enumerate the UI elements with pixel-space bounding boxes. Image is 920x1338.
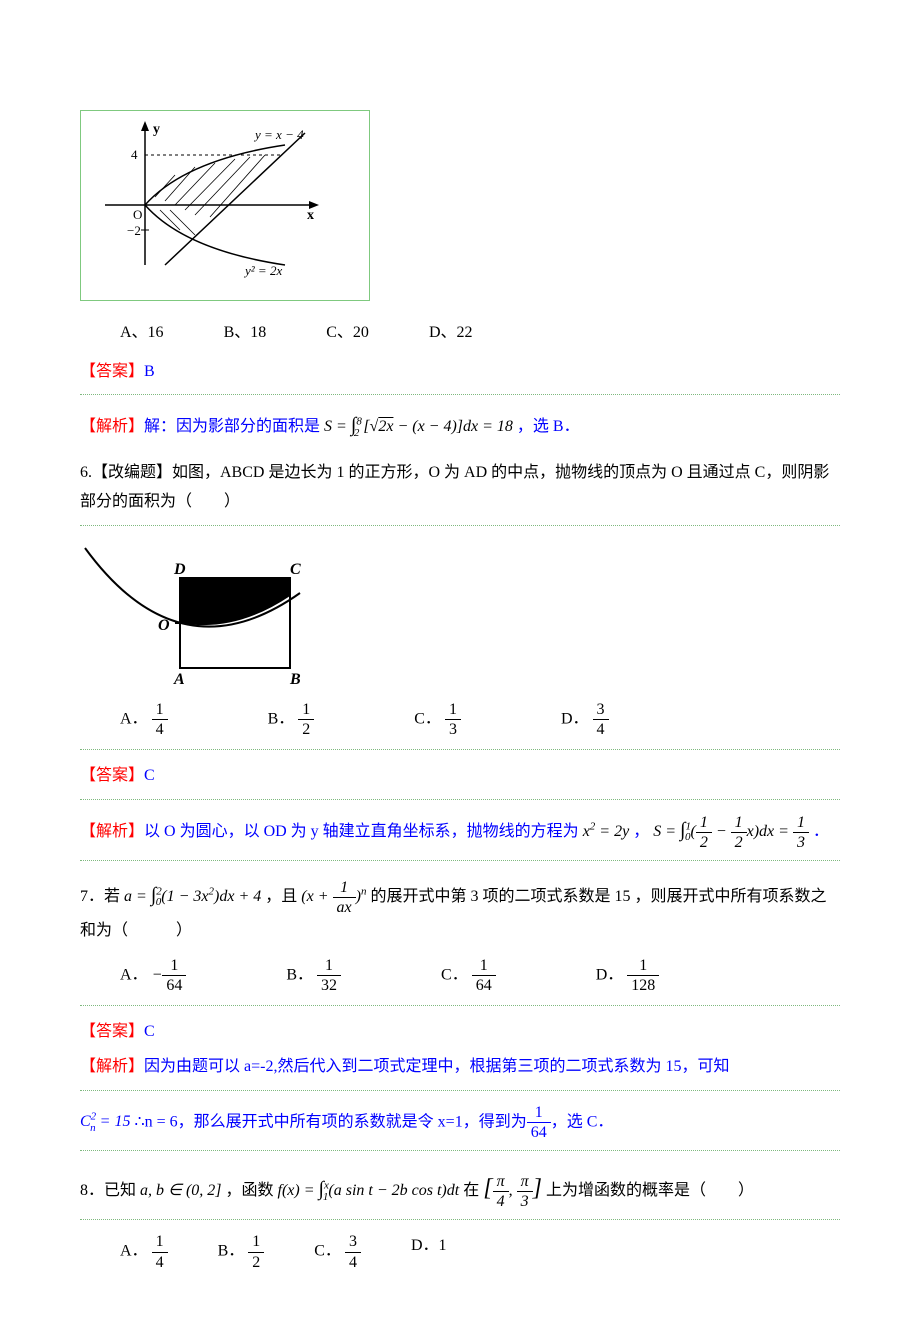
- q7-option-b: B． 132: [286, 956, 341, 995]
- q8-option-c: C． 34: [314, 1232, 361, 1271]
- svg-text:B: B: [289, 671, 301, 688]
- q5-option-c: C、20: [326, 319, 369, 348]
- q6-solution-label: 【解析】: [80, 823, 144, 840]
- q6-figure: D C O A B: [80, 538, 840, 688]
- svg-text:−2: −2: [127, 223, 141, 238]
- q8-option-a: A． 14: [120, 1232, 168, 1271]
- divider: [80, 799, 840, 800]
- q6-option-d: D． 34: [561, 700, 609, 739]
- divider: [80, 860, 840, 861]
- q5-figure: y x O y = x − 4 4 y² = 2x −2: [80, 110, 370, 301]
- q5-options: A、16 B、18 C、20 D、22: [120, 319, 840, 348]
- q7-solution-1: 【解析】因为由题可以 a=-2,然后代入到二项式定理中，根据第三项的二项式系数为…: [80, 1053, 840, 1082]
- q8-option-d: D．1: [411, 1232, 447, 1271]
- svg-text:O: O: [133, 207, 142, 222]
- q5-solution: 【解析】解：因为影部分的面积是 S = ∫82 [√2x − (x − 4)]d…: [80, 407, 840, 443]
- q7-options: A． −164 B． 132 C． 164 D． 1128: [120, 956, 840, 995]
- q7-solution-2: C2n = 15 ∴n = 6，那么展开式中所有项的系数就是令 x=1，得到为1…: [80, 1103, 840, 1142]
- svg-text:D: D: [173, 561, 186, 578]
- divider: [80, 749, 840, 750]
- q6-answer: 【答案】C: [80, 762, 840, 791]
- q5-answer-label: 【答案】: [80, 363, 144, 380]
- q7-binom: (x + 1ax)n: [301, 888, 370, 905]
- q6-option-a: A． 14: [120, 700, 168, 739]
- q6-eq1: x2 = 2y: [583, 823, 630, 840]
- q7-answer-value: C: [144, 1023, 155, 1040]
- divider: [80, 394, 840, 395]
- q7-answer: 【答案】C: [80, 1018, 840, 1047]
- q7-option-a: A． −164: [120, 956, 186, 995]
- q5-solution-suffix: ，选 B．: [517, 418, 580, 435]
- q8-option-b: B． 12: [218, 1232, 265, 1271]
- q8-text: 8．已知 a, b ∈ (0, 2] ，函数 f(x) = ∫x1(a sin …: [80, 1167, 840, 1211]
- q6-integral: S = ∫10(12 − 12x)dx = 13: [653, 823, 813, 840]
- q6-option-c: C． 13: [414, 700, 461, 739]
- q7-a-def: a = ∫20(1 − 3x2)dx + 4: [124, 888, 265, 905]
- q6-solution: 【解析】以 O 为圆心，以 OD 为 y 轴建立直角坐标系，抛物线的方程为 x2…: [80, 812, 840, 852]
- svg-text:y: y: [153, 122, 160, 137]
- svg-text:A: A: [173, 671, 185, 688]
- q7-option-c: C． 164: [441, 956, 496, 995]
- svg-text:y² = 2x: y² = 2x: [243, 263, 282, 278]
- q5-solution-prefix: 解：因为影部分的面积是: [144, 418, 320, 435]
- q5-solution-formula: S = ∫82 [√2x − (x − 4)]dx = 18: [324, 418, 517, 435]
- q5-graph-svg: y x O y = x − 4 4 y² = 2x −2: [85, 115, 365, 285]
- q5-option-b: B、18: [224, 319, 267, 348]
- q6-solution-text1: 以 O 为圆心，以 OD 为 y 轴建立直角坐标系，抛物线的方程为: [144, 823, 583, 840]
- q7-solution-text1: 因为由题可以 a=-2,然后代入到二项式定理中，根据第三项的二项式系数为 15，…: [144, 1058, 729, 1075]
- divider: [80, 525, 840, 526]
- q8-block: 8．已知 a, b ∈ (0, 2] ，函数 f(x) = ∫x1(a sin …: [80, 1167, 840, 1271]
- divider: [80, 1005, 840, 1006]
- q5-option-a: A、16: [120, 319, 164, 348]
- q7-answer-label: 【答案】: [80, 1023, 144, 1040]
- q6-option-b: B． 12: [268, 700, 315, 739]
- svg-text:C: C: [290, 561, 301, 578]
- divider: [80, 1150, 840, 1151]
- divider: [80, 1219, 840, 1220]
- q5-option-d: D、22: [429, 319, 473, 348]
- svg-text:4: 4: [131, 147, 138, 162]
- q8-f-def: f(x) = ∫x1(a sin t − 2b cos t)dt: [278, 1182, 464, 1199]
- q6-answer-value: C: [144, 767, 155, 784]
- q7-text: 7．若 a = ∫20(1 − 3x2)dx + 4 ，且 (x + 1ax)n…: [80, 877, 840, 946]
- svg-text:O: O: [158, 617, 170, 634]
- q6-text: 6.【改编题】如图，ABCD 是边长为 1 的正方形，O 为 AD 的中点，抛物…: [80, 459, 840, 517]
- q6-options: A． 14 B． 12 C． 13 D． 34: [120, 700, 840, 739]
- q6-block: 6.【改编题】如图，ABCD 是边长为 1 的正方形，O 为 AD 的中点，抛物…: [80, 459, 840, 861]
- q7-solution-label: 【解析】: [80, 1058, 144, 1075]
- q7-block: 7．若 a = ∫20(1 − 3x2)dx + 4 ，且 (x + 1ax)n…: [80, 877, 840, 1151]
- q8-options: A． 14 B． 12 C． 34 D．1: [120, 1232, 840, 1271]
- svg-text:x: x: [307, 208, 314, 223]
- q5-block: y x O y = x − 4 4 y² = 2x −2: [80, 110, 840, 443]
- q6-answer-label: 【答案】: [80, 767, 144, 784]
- q5-solution-label: 【解析】: [80, 418, 144, 435]
- q8-interval: [π4, π3]: [483, 1182, 546, 1199]
- svg-text:y = x − 4: y = x − 4: [253, 127, 304, 142]
- q7-option-d: D． 1128: [596, 956, 660, 995]
- q5-answer: 【答案】B: [80, 358, 840, 387]
- q6-graph-svg: D C O A B: [80, 538, 340, 688]
- q7-Cn: C2n = 15: [80, 1113, 134, 1130]
- q5-answer-value: B: [144, 363, 155, 380]
- divider: [80, 1090, 840, 1091]
